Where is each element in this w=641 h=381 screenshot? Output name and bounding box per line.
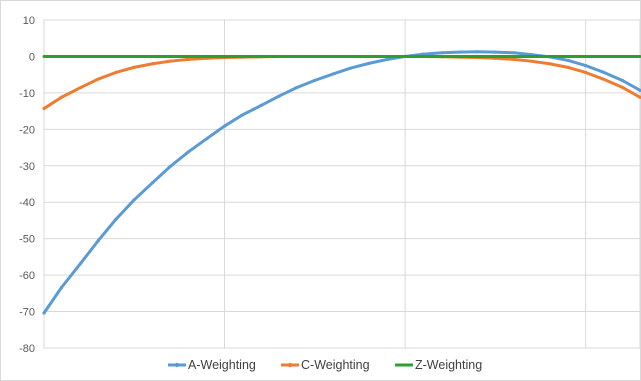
data-point-a-weighting bbox=[205, 136, 209, 141]
data-point-c-weighting bbox=[512, 57, 516, 61]
legend-label-z-weighting: Z-Weighting bbox=[415, 358, 482, 372]
legend-label-a-weighting: A-Weighting bbox=[188, 358, 256, 372]
data-point-a-weighting bbox=[512, 51, 516, 55]
legend-item-a-weighting: A-Weighting bbox=[168, 358, 256, 372]
data-point-c-weighting bbox=[59, 95, 64, 99]
data-point-a-weighting bbox=[440, 51, 444, 55]
y-tick-label: -30 bbox=[19, 161, 35, 173]
legend-item-c-weighting: C-Weighting bbox=[281, 358, 370, 372]
data-point-a-weighting bbox=[620, 78, 625, 83]
data-point-a-weighting bbox=[168, 164, 172, 169]
data-point-a-weighting bbox=[331, 72, 335, 76]
data-point-c-weighting bbox=[114, 70, 118, 75]
data-point-a-weighting bbox=[42, 311, 46, 315]
y-axis-labels: 10 0 -10 -20 -30 -40 -50 -60 -70 -80 bbox=[19, 15, 35, 355]
data-point-c-weighting bbox=[132, 65, 136, 69]
data-point-c-weighting bbox=[620, 85, 625, 90]
data-point-a-weighting bbox=[566, 58, 570, 63]
data-point-a-weighting bbox=[601, 70, 605, 74]
grid bbox=[43, 19, 641, 349]
data-point-a-weighting bbox=[277, 94, 281, 98]
data-point-a-weighting bbox=[367, 61, 371, 65]
data-point-a-weighting bbox=[240, 113, 244, 117]
data-point-c-weighting bbox=[79, 85, 83, 90]
data-point-a-weighting bbox=[79, 261, 83, 265]
data-point-a-weighting bbox=[114, 217, 118, 221]
legend-item-z-weighting: Z-Weighting bbox=[395, 358, 482, 372]
data-point-a-weighting bbox=[59, 285, 64, 290]
data-point-c-weighting bbox=[96, 77, 100, 81]
data-point-c-weighting bbox=[529, 59, 533, 63]
data-point-c-weighting bbox=[42, 106, 46, 111]
y-tick-label: 0 bbox=[29, 51, 35, 63]
data-point-a-weighting bbox=[638, 88, 641, 92]
data-point-c-weighting bbox=[186, 57, 190, 61]
y-tick-label: 10 bbox=[23, 15, 35, 27]
data-point-a-weighting bbox=[186, 150, 190, 154]
data-point-a-weighting bbox=[584, 63, 588, 68]
y-tick-label: -60 bbox=[19, 270, 35, 282]
y-tick-label: -40 bbox=[19, 197, 35, 209]
data-point-c-weighting bbox=[584, 70, 588, 75]
legend-marker-a-weighting bbox=[174, 362, 180, 368]
data-point-a-weighting bbox=[294, 86, 298, 90]
legend-label-c-weighting: C-Weighting bbox=[301, 358, 370, 372]
data-point-a-weighting bbox=[132, 198, 136, 202]
y-tick-label: -80 bbox=[19, 343, 35, 355]
data-point-a-weighting bbox=[222, 124, 227, 128]
data-point-a-weighting bbox=[493, 50, 497, 54]
data-point-a-weighting bbox=[475, 50, 479, 54]
data-point-c-weighting bbox=[601, 77, 605, 81]
data-point-a-weighting bbox=[349, 66, 353, 70]
series-line-a-weighting bbox=[42, 50, 641, 315]
data-point-c-weighting bbox=[566, 65, 570, 69]
data-point-c-weighting bbox=[638, 95, 641, 99]
data-point-c-weighting bbox=[547, 62, 552, 66]
y-tick-label: -10 bbox=[19, 88, 35, 100]
legend: A-Weighting C-Weighting Z-Weighting bbox=[168, 358, 482, 372]
y-tick-label: -70 bbox=[19, 307, 35, 319]
legend-marker-c-weighting bbox=[287, 362, 293, 368]
data-point-a-weighting bbox=[259, 103, 264, 107]
data-point-a-weighting bbox=[386, 57, 390, 61]
data-point-a-weighting bbox=[457, 50, 462, 54]
plot-area bbox=[42, 50, 641, 315]
plot-border bbox=[43, 19, 641, 349]
data-point-a-weighting bbox=[96, 238, 100, 243]
data-point-c-weighting bbox=[151, 62, 155, 66]
data-point-a-weighting bbox=[312, 78, 317, 83]
data-point-a-weighting bbox=[151, 180, 155, 185]
y-tick-label: -20 bbox=[19, 124, 35, 136]
y-tick-label: -50 bbox=[19, 234, 35, 246]
data-point-c-weighting bbox=[168, 59, 172, 63]
